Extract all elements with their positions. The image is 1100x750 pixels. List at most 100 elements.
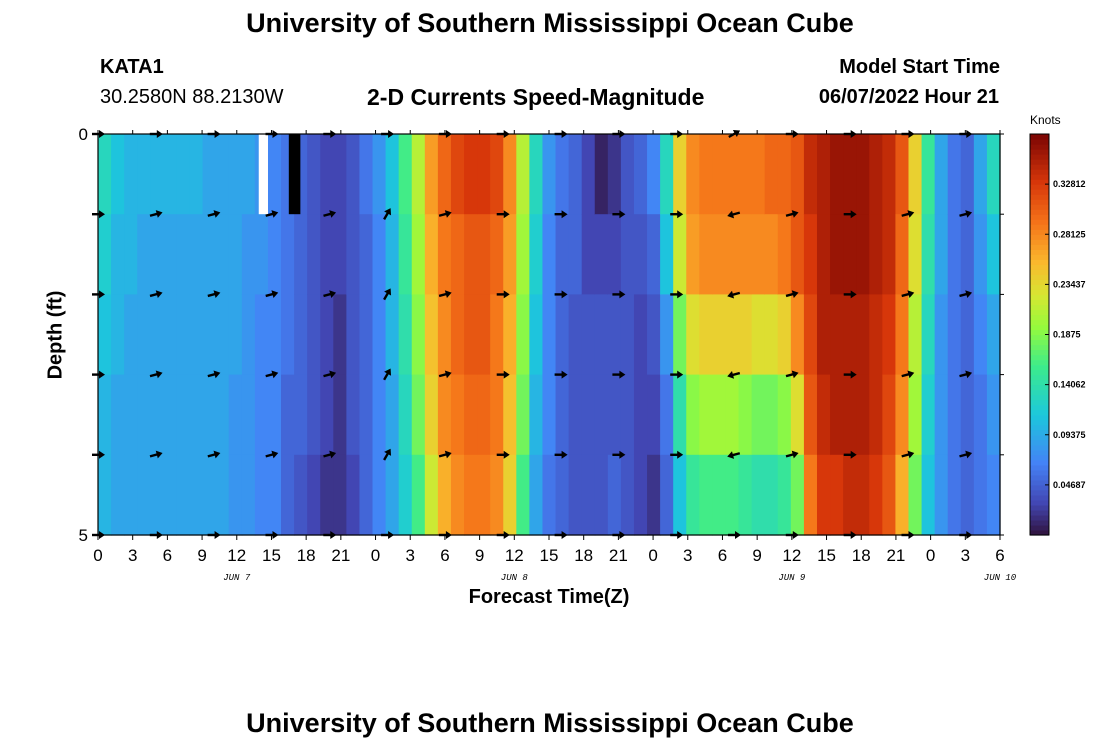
heatmap-cell [712,214,727,295]
heatmap-cell [725,294,740,376]
heatmap-cell [372,374,387,456]
x-tick-label: 15 [262,546,281,565]
heatmap-cell [803,294,818,376]
x-tick-label: 6 [718,546,727,565]
heatmap-cell [555,454,570,536]
heatmap-cell [111,134,125,215]
heatmap-cell [882,134,897,215]
colorbar-step [1030,449,1049,456]
heatmap-cell [816,374,831,456]
heatmap-cell [111,214,125,295]
heatmap-cell [869,214,883,295]
x-tick-label: 15 [817,546,836,565]
heatmap-cell [973,134,988,215]
heatmap-cell [830,294,844,376]
heatmap-cell [568,374,583,456]
x-tick-label: 3 [128,546,137,565]
colorbar-step [1030,439,1049,446]
heatmap-cell [529,294,544,376]
heatmap-cell [934,134,949,215]
heatmap-cell [372,134,387,215]
heatmap-cell [725,374,740,456]
heatmap-cell [98,214,112,295]
heatmap-cell [751,374,766,456]
heatmap-cell [490,214,504,295]
heatmap-cell [333,294,347,376]
heatmap-cell [477,134,491,215]
heatmap-cell [816,454,831,536]
heatmap-cell [267,374,282,456]
colorbar-step [1030,289,1049,295]
heatmap-cell [359,214,374,295]
heatmap-cell [660,374,674,456]
heatmap-cell [411,134,426,215]
heatmap-cell [542,294,557,376]
current-arrow [670,210,684,219]
heatmap-cell [411,374,426,456]
current-arrow [670,450,684,459]
heatmap-cell [320,374,334,456]
heatmap-cell [111,294,125,376]
heatmap-cell [359,454,374,536]
colorbar-step [1030,454,1049,461]
heatmap-cell [790,294,805,376]
heatmap-cell [947,134,962,215]
heatmap-cell [856,294,870,376]
heatmap-cell [830,214,844,295]
colorbar-step [1030,329,1049,336]
current-arrow [612,210,626,219]
heatmap-cell [346,454,361,536]
heatmap-cell [333,134,347,215]
heatmap-cell [385,374,400,456]
heatmap-cell [228,374,243,456]
heatmap-cell [686,294,700,376]
heatmap-cell [228,294,243,376]
colorbar-step [1030,199,1049,205]
colorbar-step [1030,299,1049,306]
heatmap-cell [947,294,962,376]
colorbar-tick-label: 0.04687 [1053,480,1086,490]
heatmap-cell [398,374,413,456]
heatmap-cell [215,454,230,536]
current-arrow [727,210,741,219]
colorbar: 0.04687 0.09375 0.14062 0.1875 0.23437 0.2812… [1029,133,1086,536]
x-tick-label: 18 [852,546,871,565]
heatmap-cell [202,214,217,295]
colorbar-step [1030,309,1049,316]
colorbar-step [1030,259,1049,265]
heatmap-cell [555,374,570,456]
heatmap-cell [869,454,883,536]
date-label: JUN 7 [223,573,251,583]
colorbar-step [1030,174,1049,180]
date-label: JUN 9 [778,573,806,583]
x-tick-label: 9 [752,546,761,565]
heatmap-cell [973,374,988,456]
heatmap-cell [790,374,805,456]
heatmap-cell [594,294,609,376]
current-arrow [207,290,221,299]
heatmap-cell [333,214,347,295]
current-arrow [323,210,337,218]
heatmap-cell [267,134,282,215]
current-arrow [438,450,452,459]
heatmap-cell [699,374,713,456]
heatmap-cell [294,454,308,536]
heatmap-cell [503,214,517,295]
heatmap-cell [163,294,178,376]
current-arrow [612,290,626,299]
colorbar-step [1030,234,1049,240]
current-arrow [959,210,973,218]
heatmap-cell [294,214,308,295]
x-tick-label: 0 [648,546,657,565]
heatmap-cell [921,214,936,295]
colorbar-tick-label: 0.28125 [1053,229,1086,239]
heatmap-cell [647,454,661,536]
colorbar-step [1030,149,1049,155]
colorbar-step [1030,399,1049,406]
heatmap-cell [320,454,334,536]
heatmap-cell [228,214,243,295]
heatmap-cell [568,214,583,295]
heatmap-cell [346,294,361,376]
heatmap-cell [764,374,779,456]
heatmap-cell [281,374,295,456]
